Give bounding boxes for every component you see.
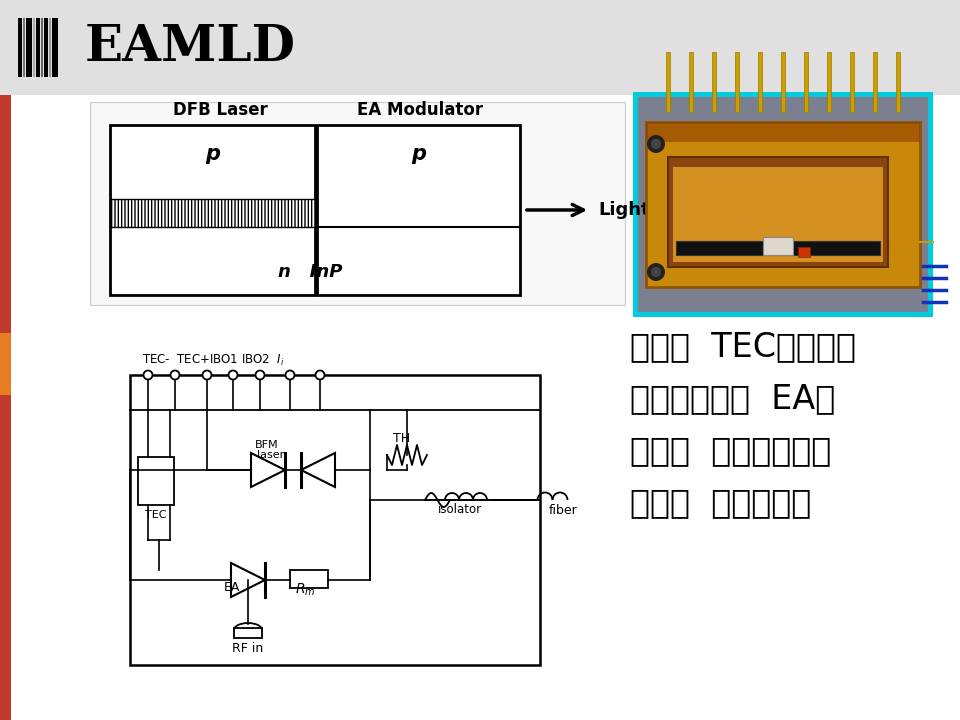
Bar — [130, 375, 540, 665]
Bar — [44, 18, 48, 77]
Text: 构成：  TEC致冷器，: 构成： TEC致冷器， — [630, 330, 856, 363]
Bar — [290, 570, 328, 588]
Bar — [896, 52, 900, 112]
Circle shape — [203, 371, 211, 379]
Bar — [758, 52, 762, 112]
Bar — [763, 237, 793, 255]
Bar — [676, 241, 880, 255]
Circle shape — [647, 135, 665, 153]
Bar — [317, 125, 520, 295]
Circle shape — [647, 263, 665, 281]
Text: EAMLD: EAMLD — [85, 23, 296, 72]
Bar — [110, 199, 315, 227]
Bar — [646, 122, 920, 287]
Text: TEC-  TEC+IBO1 IBO2  $I_i$: TEC- TEC+IBO1 IBO2 $I_i$ — [142, 353, 284, 368]
Text: EA: EA — [224, 581, 240, 594]
Bar — [138, 457, 174, 505]
Text: TEC: TEC — [145, 510, 167, 520]
Bar — [110, 125, 315, 295]
Bar — [735, 52, 739, 112]
Text: 激光二极管，  EA调: 激光二极管， EA调 — [630, 382, 835, 415]
Text: laser: laser — [257, 450, 284, 460]
Circle shape — [143, 371, 153, 379]
Bar — [23, 18, 25, 77]
Bar — [712, 52, 716, 112]
Bar — [804, 52, 808, 112]
Circle shape — [171, 371, 180, 379]
Bar — [666, 52, 670, 112]
Bar — [234, 628, 262, 638]
Text: n   InP: n InP — [277, 263, 343, 281]
Bar — [673, 167, 883, 262]
Bar — [668, 157, 888, 267]
Bar — [0, 0, 960, 95]
Bar — [646, 122, 920, 142]
Text: Light: Light — [598, 201, 650, 219]
Bar — [873, 52, 877, 112]
Text: EA Modulator: EA Modulator — [357, 101, 483, 119]
Circle shape — [255, 371, 265, 379]
Circle shape — [228, 371, 237, 379]
Bar — [33, 18, 35, 77]
Text: fiber: fiber — [548, 504, 577, 517]
Bar — [26, 18, 32, 77]
Bar — [0, 95, 960, 720]
Text: RF in: RF in — [232, 642, 264, 655]
Bar — [689, 52, 693, 112]
Bar — [0, 395, 11, 720]
Bar — [0, 95, 11, 333]
Ellipse shape — [234, 623, 262, 637]
Bar — [781, 52, 785, 112]
Circle shape — [651, 139, 661, 149]
Circle shape — [651, 267, 661, 277]
Text: 制器，  背光检测二极: 制器， 背光检测二极 — [630, 434, 831, 467]
Bar — [36, 18, 40, 77]
Bar — [0, 333, 11, 395]
Bar — [41, 18, 43, 77]
Text: TH: TH — [393, 432, 410, 445]
Circle shape — [285, 371, 295, 379]
Bar — [52, 18, 58, 77]
Text: BFM: BFM — [255, 440, 278, 450]
Text: 管和，  热敏电阻等: 管和， 热敏电阻等 — [630, 486, 811, 519]
Bar — [18, 18, 22, 77]
Text: DFB Laser: DFB Laser — [173, 101, 268, 119]
Circle shape — [316, 371, 324, 379]
Bar — [827, 52, 831, 112]
Bar — [49, 18, 51, 77]
Text: isolator: isolator — [438, 503, 482, 516]
Bar — [633, 92, 933, 317]
Bar — [798, 247, 810, 257]
Bar — [850, 52, 854, 112]
Bar — [90, 102, 625, 305]
Bar — [638, 97, 928, 312]
Text: p: p — [411, 144, 426, 164]
Text: p: p — [205, 144, 220, 164]
Text: $R_m$: $R_m$ — [295, 582, 316, 598]
